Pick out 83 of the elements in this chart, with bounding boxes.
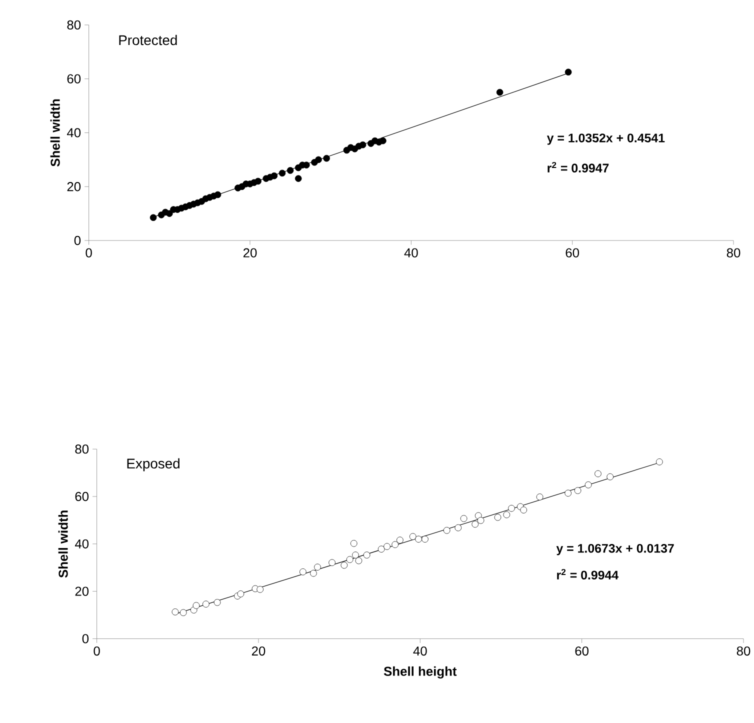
point (359, 142, 366, 148)
x-tick-label: 20 (252, 646, 266, 656)
point (323, 155, 330, 162)
x-tick-label: 60 (566, 248, 580, 258)
point (536, 494, 544, 501)
point (355, 558, 362, 564)
point (564, 68, 572, 76)
point (303, 162, 310, 169)
point (310, 570, 317, 577)
x-tick-label: 40 (413, 646, 427, 656)
y-tick-label: 60 (75, 492, 89, 502)
point (606, 474, 614, 480)
point (340, 562, 348, 569)
point (564, 490, 572, 497)
y-tick-label: 80 (75, 444, 89, 454)
point (574, 487, 582, 494)
point (460, 515, 468, 522)
point (286, 167, 294, 174)
y-tick-label: 20 (67, 182, 81, 192)
point (508, 505, 515, 512)
point (315, 156, 322, 164)
x-tick-label: 80 (736, 646, 750, 656)
y-tick-label: 40 (74, 540, 89, 549)
point (172, 608, 179, 616)
point (415, 536, 422, 543)
annotation: Protected (119, 35, 177, 46)
point (656, 458, 663, 466)
point (350, 540, 358, 548)
point (214, 192, 222, 198)
y-axis-title: Shell width (50, 100, 60, 167)
point (392, 541, 398, 548)
point (300, 568, 306, 576)
point (346, 556, 354, 564)
point (278, 170, 286, 177)
annotation: y = 1.0673x + 0.0137 (556, 544, 674, 556)
point (409, 533, 416, 540)
point (396, 536, 404, 544)
point (584, 482, 592, 489)
x-axis-title: Shell height (384, 666, 457, 679)
point (214, 599, 221, 606)
point (270, 172, 278, 180)
y-tick-label: 0 (82, 634, 89, 644)
annotation: r$^{2}$ = 0.9947 (548, 162, 609, 173)
x-tick-label: 80 (726, 248, 740, 258)
point (422, 536, 428, 543)
point (363, 552, 370, 559)
annotation: r$^{2}$ = 0.9944 (557, 569, 619, 580)
point (328, 559, 336, 566)
point (594, 470, 602, 478)
point (520, 506, 528, 514)
y-tick-label: 60 (67, 74, 81, 84)
x-tick-label: 60 (575, 646, 589, 656)
point (254, 178, 262, 185)
point (256, 586, 264, 594)
point (384, 543, 390, 550)
y-tick-label: 20 (75, 586, 89, 596)
x-tick-label: 40 (404, 248, 418, 258)
point (380, 138, 386, 144)
y-tick-label: 0 (74, 236, 81, 246)
point (496, 89, 504, 96)
point (378, 546, 385, 553)
point (454, 524, 462, 532)
point (352, 552, 359, 559)
point (443, 527, 450, 534)
point (477, 517, 484, 524)
x-tick-label: 0 (94, 646, 100, 656)
point (166, 210, 173, 218)
point (503, 512, 510, 518)
point (237, 590, 244, 598)
point (494, 514, 502, 521)
point (150, 214, 157, 222)
point (294, 175, 302, 182)
point (180, 609, 187, 616)
point (472, 521, 479, 528)
point (202, 600, 210, 608)
y-tick-label: 40 (66, 128, 81, 138)
annotation: Exposed (127, 458, 180, 472)
point (314, 564, 321, 571)
y-axis-title: Shell width (58, 510, 68, 578)
annotation: y = 1.0352x + 0.4541 (546, 134, 665, 146)
point (192, 602, 200, 610)
y-tick-label: 80 (67, 20, 81, 30)
x-tick-label: 20 (243, 248, 257, 258)
